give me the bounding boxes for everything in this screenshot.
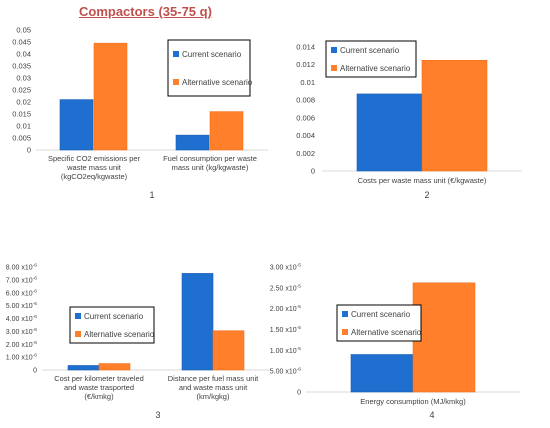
y-tick-label: 0.012 [296, 60, 315, 69]
category-label: waste mass unit [66, 163, 122, 172]
y-tick-label: 0.04 [16, 50, 31, 59]
y-tick-label: 0.035 [12, 62, 31, 71]
y-tick-label: 2.50 x10-5 [270, 283, 301, 292]
y-tick-label: 1.50 x10-5 [270, 325, 301, 334]
y-tick-label: 0.05 [16, 26, 31, 35]
y-tick-label: 0.014 [296, 43, 315, 52]
legend: Current scenario Alternative scenario [69, 306, 155, 344]
y-tick-label: 3.00 x10-6 [6, 327, 37, 336]
current-legend-label: Current scenario [182, 50, 242, 59]
y-tick-label: 0.045 [12, 38, 31, 47]
chart-panel-3: 0 1.00 x10-6 2.00 x10-6 3.00 x10-6 4.00 x10-… [6, 263, 270, 420]
alternative-bar [412, 282, 476, 393]
y-tick-label: 0.01 [16, 122, 31, 131]
category-label: (kgCO2eq/kgwaste) [61, 172, 128, 181]
current-bar [350, 354, 414, 393]
alternative-legend-label: Alternative scenario [351, 328, 422, 337]
y-tick-label: 4.00 x10-6 [6, 314, 37, 323]
y-tick-label: 5.00 x10-6 [6, 301, 37, 310]
category-label: Fuel consumption per waste [163, 154, 257, 163]
y-tick-label: 6.00 x10-6 [6, 288, 37, 297]
category-label: Costs per waste mass unit (€/kgwaste) [358, 176, 487, 185]
y-tick-label: 2.00 x10-6 [6, 340, 37, 349]
y-tick-label: 0.004 [296, 131, 315, 140]
current-legend-label: Current scenario [351, 310, 411, 319]
chart-panel-1: 0 0.005 0.01 0.015 0.02 0.025 0.03 0.035 0.04 0.0… [12, 26, 268, 200]
y-tick-label: 0.025 [12, 86, 31, 95]
y-tick-label: 1.00 x10-6 [6, 353, 37, 362]
y-tick-label: 0.015 [12, 110, 31, 119]
y-tick-label: 0 [297, 390, 301, 397]
alternative-bar [421, 59, 488, 172]
legend: Current scenario Alternative scenario [325, 40, 417, 78]
current-bar [59, 99, 94, 151]
y-tick-label: 0 [311, 167, 315, 176]
category-label: (km/kgkg) [197, 392, 230, 401]
y-tick-label: 0.02 [16, 98, 31, 107]
category-label: and waste trasported [64, 383, 134, 392]
y-tick-label: 1.00 x10-5 [270, 346, 301, 355]
y-tick-label: 0 [27, 146, 31, 155]
chart-panel-2: 0 0.002 0.004 0.006 0.008 0.01 0.012 0.014 Costs… [296, 40, 522, 200]
y-tick-label: 5.00 x10-6 [270, 367, 301, 376]
legend-box [167, 39, 251, 97]
category-label: mass unit (kg/kgwaste) [172, 163, 249, 172]
y-tick-label: 0.03 [16, 74, 31, 83]
alternative-bar [209, 111, 244, 151]
legend: Current scenario Alternative scenario [336, 304, 422, 342]
panel-number-label: 3 [155, 410, 160, 420]
legend: Current scenario Alternative scenario [167, 39, 253, 97]
alternative-legend-label: Alternative scenario [340, 64, 411, 73]
y-tick-label: 0.002 [296, 149, 315, 158]
y-tick-label: 0.005 [12, 134, 31, 143]
y-tick-label: 2.00 x10-5 [270, 304, 301, 313]
y-tick-label: 0.01 [300, 78, 315, 87]
category-label: and waste mass unit [179, 383, 248, 392]
current-legend-swatch [342, 311, 348, 317]
current-legend-label: Current scenario [340, 46, 400, 55]
alternative-legend-swatch [75, 331, 81, 337]
current-bar [175, 134, 210, 151]
current-legend-label: Current scenario [84, 312, 144, 321]
chart-panel-4: 0 5.00 x10-6 1.00 x10-5 1.50 x10-5 2.00 x10-… [270, 263, 520, 420]
figure-title: Compactors (35-75 q) [79, 4, 212, 19]
current-bar [67, 365, 100, 371]
alternative-legend-swatch [342, 329, 348, 335]
y-tick-label: 7.00 x10-6 [6, 275, 37, 284]
alternative-bar [212, 330, 245, 371]
category-label: Distance per fuel mass unit [168, 374, 259, 383]
category-label: Cost per kilometer traveled [54, 374, 144, 383]
y-tick-label: 0.006 [296, 113, 315, 122]
category-label: Specific CO2 emissions per [48, 154, 141, 163]
current-legend-swatch [75, 313, 81, 319]
legend-box [69, 306, 155, 344]
current-bar [181, 273, 214, 371]
legend-box [336, 304, 422, 342]
alternative-legend-swatch [173, 79, 179, 85]
current-bar [356, 93, 423, 172]
y-tick-label: 8.00 x10-6 [6, 263, 37, 272]
alternative-bar [98, 363, 131, 371]
panel-number-label: 1 [149, 190, 154, 200]
current-legend-swatch [331, 47, 337, 53]
category-label: (€/kmkg) [84, 392, 114, 401]
current-legend-swatch [173, 51, 179, 57]
category-label: Energy consumption (MJ/kmkg) [360, 397, 466, 406]
panel-number-label: 2 [424, 190, 429, 200]
y-tick-label: 0 [33, 368, 37, 375]
y-tick-label: 0.008 [296, 96, 315, 105]
alternative-legend-label: Alternative scenario [182, 78, 253, 87]
y-tick-label: 3.00 x10-5 [270, 263, 301, 272]
alternative-legend-swatch [331, 65, 337, 71]
alternative-bar [93, 42, 128, 151]
legend-box [325, 40, 417, 78]
alternative-legend-label: Alternative scenario [84, 330, 155, 339]
panel-number-label: 4 [429, 410, 434, 420]
